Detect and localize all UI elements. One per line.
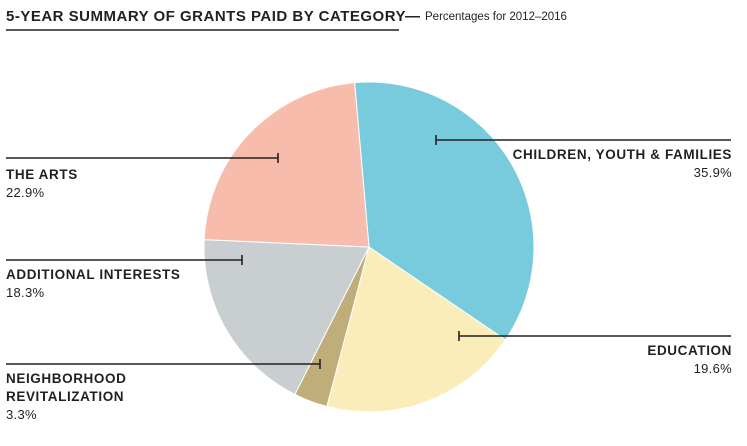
category-label-neighborhood-revitalization-line-1: NEIGHBORHOOD bbox=[6, 371, 126, 386]
chart-subtitle: Percentages for 2012–2016 bbox=[425, 11, 567, 23]
pie-slice-children-youth-and-families bbox=[354, 81, 535, 341]
value-label-the-arts: 22.9% bbox=[6, 185, 45, 200]
pie-slice-the-arts bbox=[203, 82, 370, 248]
chart-header: 5-YEAR SUMMARY OF GRANTS PAID BY CATEGOR… bbox=[6, 8, 567, 31]
chart-title: 5-YEAR SUMMARY OF GRANTS PAID BY CATEGOR… bbox=[6, 8, 406, 25]
category-label-education: EDUCATION bbox=[647, 343, 732, 358]
pie-slice-additional-interests bbox=[203, 239, 370, 396]
title-dash: — bbox=[405, 8, 421, 25]
category-label-additional-interests: ADDITIONAL INTERESTS bbox=[6, 267, 181, 282]
category-label-children-youth-and-families: CHILDREN, YOUTH & FAMILIES bbox=[513, 147, 732, 162]
value-label-children-youth-and-families: 35.9% bbox=[694, 165, 733, 180]
category-label-neighborhood-revitalization-line-2: REVITALIZATION bbox=[6, 389, 124, 404]
pie-callouts: CHILDREN, YOUTH & FAMILIES 35.9% EDUCATION… bbox=[6, 135, 732, 422]
value-label-education: 19.6% bbox=[694, 361, 733, 376]
value-label-neighborhood-revitalization: 3.3% bbox=[6, 407, 37, 422]
pie-slices bbox=[203, 81, 535, 413]
pie-slice-education bbox=[326, 246, 507, 413]
category-label-the-arts: THE ARTS bbox=[6, 167, 78, 182]
value-label-additional-interests: 18.3% bbox=[6, 285, 45, 300]
